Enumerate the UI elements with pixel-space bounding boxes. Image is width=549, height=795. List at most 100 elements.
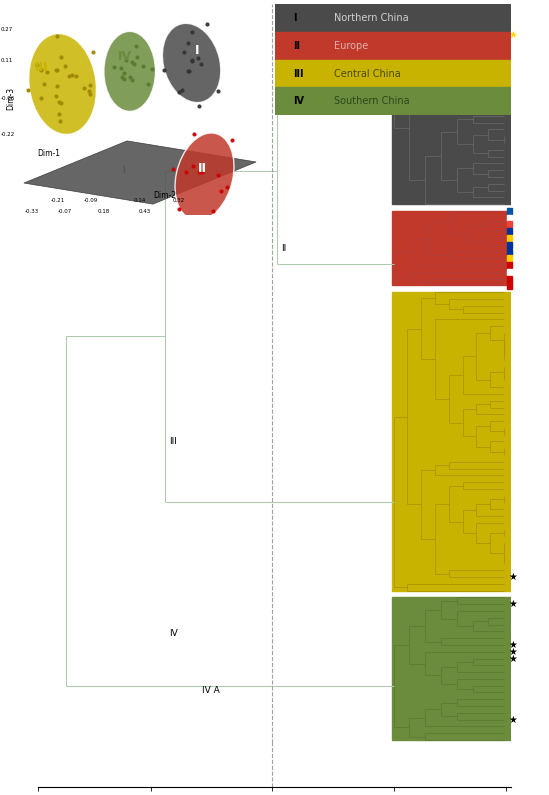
Point bbox=[183, 64, 192, 77]
Text: Dim-2: Dim-2 bbox=[153, 191, 176, 200]
Point bbox=[197, 57, 205, 70]
Text: -0.09: -0.09 bbox=[84, 198, 98, 203]
Point bbox=[182, 165, 191, 178]
Point bbox=[127, 74, 136, 87]
Point bbox=[37, 92, 46, 105]
Text: 0.11: 0.11 bbox=[1, 58, 13, 64]
Bar bbox=[507, 221, 512, 227]
Point bbox=[195, 100, 204, 113]
Text: II: II bbox=[198, 162, 206, 175]
Point bbox=[195, 166, 204, 179]
Point bbox=[52, 90, 60, 103]
Text: ★: ★ bbox=[509, 572, 518, 582]
Text: ★: ★ bbox=[509, 653, 518, 664]
Text: 0.14: 0.14 bbox=[134, 198, 146, 203]
Point bbox=[56, 115, 65, 128]
Bar bbox=[507, 276, 512, 281]
Point bbox=[209, 204, 217, 217]
Point bbox=[183, 37, 192, 49]
Text: IV: IV bbox=[169, 629, 178, 638]
Point bbox=[120, 72, 128, 85]
Bar bbox=[507, 242, 512, 248]
Point bbox=[32, 59, 41, 72]
Text: I: I bbox=[194, 44, 199, 56]
Point bbox=[127, 56, 136, 68]
Point bbox=[121, 53, 130, 66]
Bar bbox=[507, 215, 512, 221]
Text: -0.22: -0.22 bbox=[1, 132, 15, 137]
Point bbox=[187, 25, 196, 38]
Point bbox=[139, 60, 148, 72]
Text: I: I bbox=[122, 166, 125, 175]
Text: II: II bbox=[293, 41, 300, 51]
Ellipse shape bbox=[175, 133, 234, 220]
Point bbox=[190, 128, 199, 141]
Point bbox=[132, 51, 141, 64]
Point bbox=[180, 46, 189, 59]
Text: ★: ★ bbox=[509, 599, 518, 609]
Point bbox=[55, 108, 64, 121]
Point bbox=[175, 86, 184, 99]
Point bbox=[57, 97, 65, 110]
Point bbox=[160, 64, 169, 76]
Point bbox=[189, 160, 198, 173]
Point bbox=[57, 50, 65, 63]
Bar bbox=[392, 598, 511, 740]
Bar bbox=[274, 32, 511, 60]
Bar bbox=[507, 207, 512, 214]
Bar bbox=[274, 4, 511, 32]
Bar bbox=[507, 262, 512, 268]
Text: III: III bbox=[293, 68, 304, 79]
Text: Northern China: Northern China bbox=[334, 13, 408, 23]
Text: 0.32: 0.32 bbox=[172, 198, 185, 203]
Point bbox=[168, 163, 177, 176]
Text: IV A: IV A bbox=[202, 685, 220, 695]
Bar bbox=[392, 293, 511, 591]
Bar bbox=[274, 60, 511, 87]
Point bbox=[227, 134, 236, 147]
Bar bbox=[507, 249, 512, 254]
Text: -0.06: -0.06 bbox=[1, 96, 15, 101]
Point bbox=[53, 30, 62, 43]
Point bbox=[188, 54, 197, 67]
Point bbox=[193, 52, 202, 64]
Point bbox=[80, 82, 88, 95]
Point bbox=[197, 165, 206, 178]
Point bbox=[213, 169, 222, 181]
Point bbox=[126, 71, 135, 83]
Point bbox=[117, 62, 126, 75]
Point bbox=[54, 96, 63, 109]
Text: ★: ★ bbox=[509, 29, 518, 40]
Text: 0.43: 0.43 bbox=[139, 208, 152, 214]
Point bbox=[119, 66, 128, 79]
Text: IV: IV bbox=[293, 96, 304, 107]
Bar bbox=[392, 211, 511, 285]
Point bbox=[85, 79, 94, 91]
Text: Dim-3: Dim-3 bbox=[6, 87, 15, 111]
Text: III: III bbox=[35, 60, 49, 74]
Point bbox=[64, 70, 73, 83]
Text: Southern China: Southern China bbox=[334, 96, 409, 107]
Bar bbox=[507, 255, 512, 262]
Point bbox=[53, 64, 61, 76]
Point bbox=[132, 39, 141, 52]
Point bbox=[39, 78, 48, 91]
Text: ★: ★ bbox=[509, 647, 518, 657]
Text: ★: ★ bbox=[509, 640, 518, 650]
Point bbox=[175, 203, 183, 215]
Ellipse shape bbox=[29, 33, 97, 134]
Point bbox=[42, 66, 51, 79]
Text: IV: IV bbox=[117, 50, 132, 63]
Point bbox=[24, 84, 32, 97]
Text: Dim-1: Dim-1 bbox=[37, 149, 60, 157]
Point bbox=[187, 54, 196, 67]
Text: II: II bbox=[282, 243, 287, 253]
Bar bbox=[274, 87, 511, 115]
Point bbox=[51, 64, 60, 76]
Text: 0.27: 0.27 bbox=[1, 27, 13, 32]
Point bbox=[203, 18, 212, 31]
Bar bbox=[507, 228, 512, 235]
Text: I: I bbox=[293, 13, 297, 23]
Text: I A: I A bbox=[282, 101, 293, 111]
Point bbox=[53, 80, 61, 92]
